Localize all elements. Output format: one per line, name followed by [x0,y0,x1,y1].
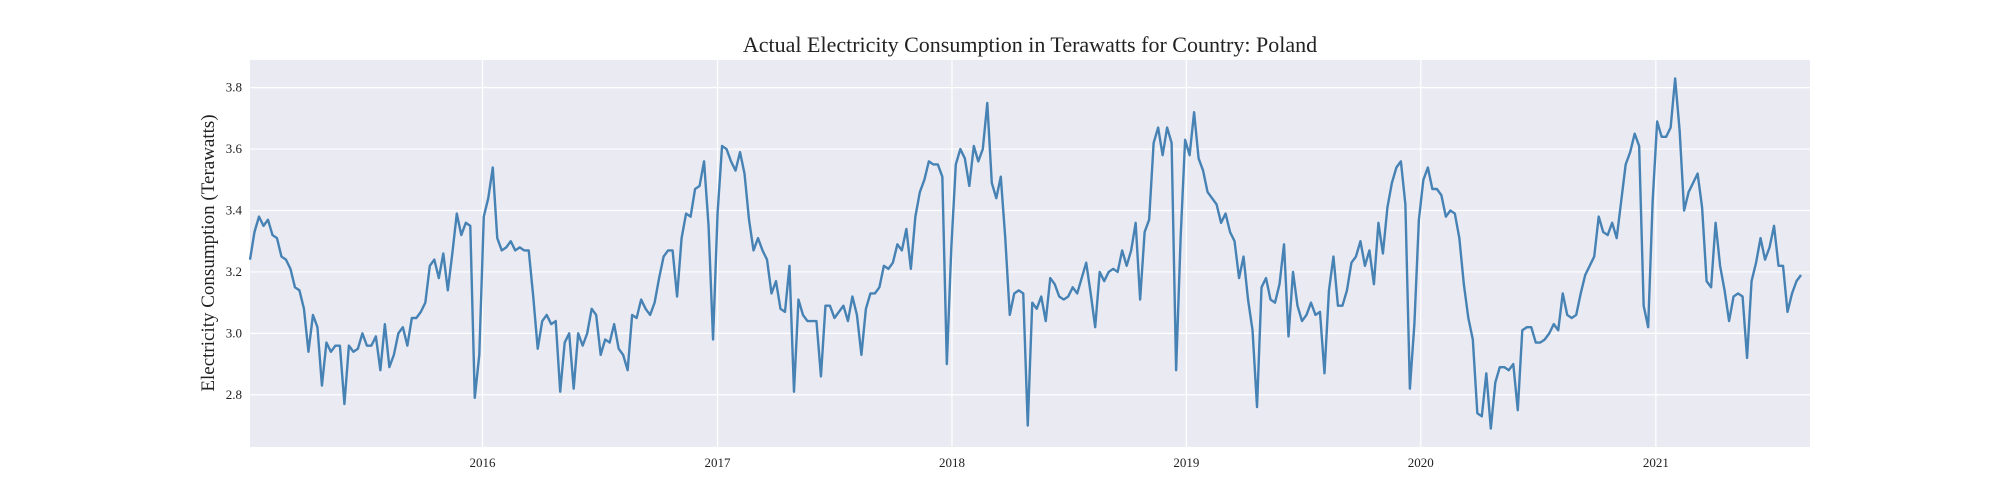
y-tick-label: 3.6 [226,141,243,156]
series-line [248,77,1802,430]
x-tick-label: 2016 [469,455,496,470]
chart-title: Actual Electricity Consumption in Terawa… [743,32,1317,57]
y-tick-label: 2.8 [226,387,242,402]
series-layer [248,77,1802,430]
x-tick-label: 2021 [1643,455,1669,470]
y-axis-label: Electricity Consumption (Terawatts) [198,114,219,391]
y-tick-label: 3.4 [226,203,243,218]
x-tick-label: 2020 [1408,455,1434,470]
y-tick-label: 3.2 [226,264,242,279]
y-tick-label: 3.8 [226,80,242,95]
x-tick-label: 2019 [1173,455,1199,470]
y-tick-label: 3.0 [226,325,242,340]
x-tick-label: 2017 [705,455,732,470]
x-tick-label: 2018 [939,455,965,470]
y-tick-labels: 2.8 3.0 3.2 3.4 3.6 3.8 [226,80,243,402]
x-tick-labels: 2016 2017 2018 2019 2020 2021 [469,455,1668,470]
